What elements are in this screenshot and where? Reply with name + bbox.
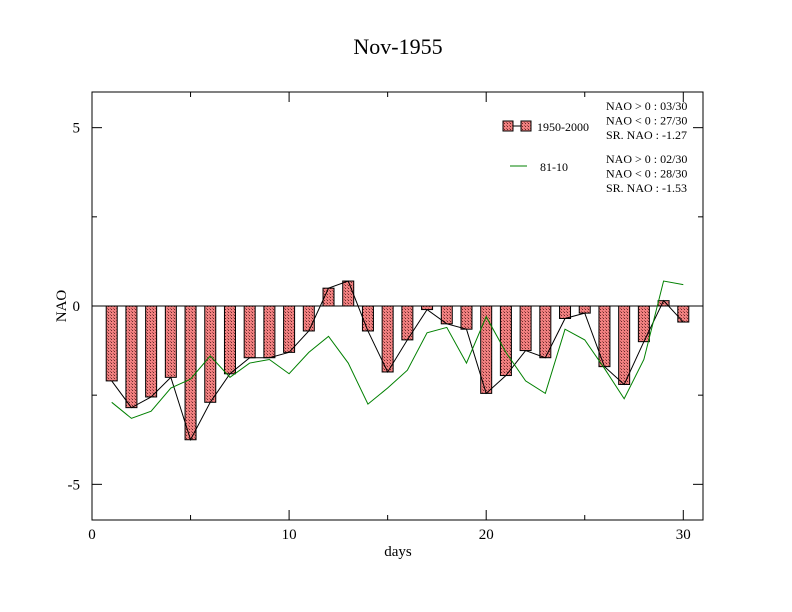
bar-day-8 [243,305,256,359]
series-line-81-10 [111,280,684,419]
legend-label-1950-2000: 1950-2000 [537,120,589,134]
y-tick-label-0: 0 [73,299,81,315]
bar-day-27 [618,305,631,385]
bar-day-15 [381,305,394,373]
bar-day-2 [125,305,138,409]
x-tick-label-10: 10 [282,527,297,543]
plot-area [92,280,703,442]
bar-day-1 [105,305,118,382]
bar-day-25 [578,305,591,314]
bar-day-3 [145,305,158,398]
stats-line-0-2: SR. NAO : -1.27 [606,128,687,142]
y-axis-label: NAO [54,290,70,323]
bar-day-9 [263,305,276,359]
bar-day-11 [302,305,315,332]
axes: 0 10 20 30 -5 0 5 [68,92,703,543]
bar-day-6 [204,305,217,403]
chart-title: Nov-1955 [353,34,442,59]
series-line-1950-2000 [111,280,684,442]
bar-day-30 [677,305,690,323]
bar-day-5 [184,305,197,441]
stats-line-1-0: NAO > 0 : 02/30 [606,152,687,166]
bar-day-21 [499,305,512,377]
bar-day-22 [519,305,532,352]
y-tick-label-5: 5 [73,121,81,137]
bar-day-19 [460,305,473,330]
legend-swatch-1950-2000 [502,120,514,132]
bar-day-28 [637,305,650,343]
legend: 1950-2000 81-10 [502,120,589,174]
x-axis-label: days [384,544,412,560]
legend-swatch-1950-2000-right [520,120,532,132]
stats-line-1-1: NAO < 0 : 28/30 [606,167,687,181]
bar-day-7 [223,305,236,375]
bar-day-4 [164,305,177,378]
bar-day-24 [559,305,572,319]
y-tick-label--5: -5 [68,477,81,493]
x-tick-label-30: 30 [676,527,691,543]
bar-day-13 [342,280,355,307]
stats-line-0-0: NAO > 0 : 03/30 [606,99,687,113]
stats-line-0-1: NAO < 0 : 27/30 [606,114,687,128]
x-tick-label-20: 20 [479,527,494,543]
legend-label-81-10: 81-10 [540,160,568,174]
bar-day-10 [283,305,296,353]
stats-line-1-2: SR. NAO : -1.53 [606,181,687,195]
bar-day-14 [361,305,374,332]
x-tick-label-0: 0 [88,527,96,543]
